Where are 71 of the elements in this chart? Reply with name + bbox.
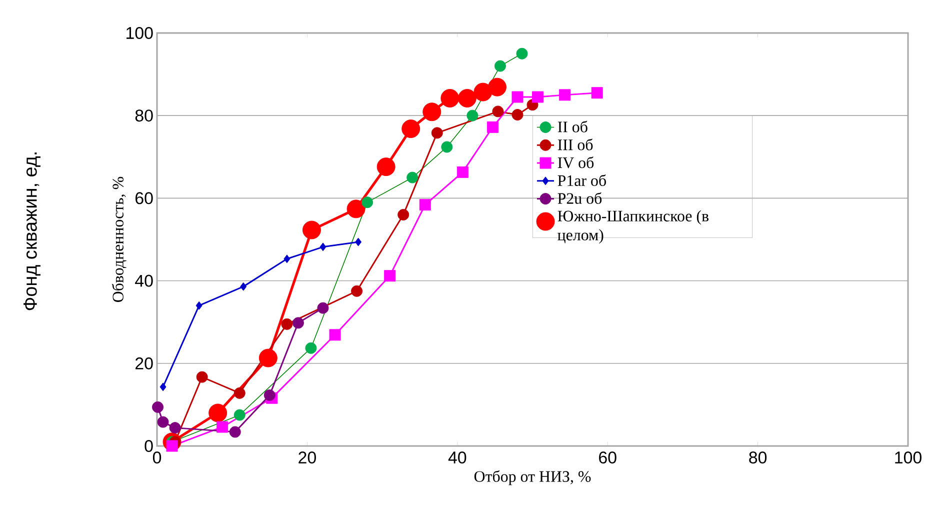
point [512,109,524,121]
point [398,208,410,220]
point [317,302,329,314]
point [196,301,202,310]
point [440,88,460,108]
legend-label: Южно-Шапкинское (в целом) [558,210,709,244]
point [419,199,431,211]
x-axis-title: Отбор от НИЗ, % [474,470,591,486]
point [422,102,442,122]
point [512,91,524,103]
y-tick-label: 100 [126,26,153,39]
point [258,348,278,368]
point [376,158,396,176]
point [488,78,506,96]
point [351,285,363,297]
y-tick-label: 40 [135,274,153,287]
x-tick-label: 20 [298,452,316,464]
point [406,172,418,184]
point [240,282,247,291]
point [196,371,208,383]
point [284,254,290,264]
point [346,200,366,218]
point [384,270,396,282]
y-tick-label: 80 [135,110,153,122]
point [431,127,443,139]
point [234,387,246,399]
point [320,242,326,252]
y-axis-title: Обводненность, % [112,176,126,302]
x-tick-label: 40 [448,452,466,464]
point [492,106,504,118]
point [532,91,544,103]
point [264,389,276,401]
point [157,416,169,428]
point [329,329,341,341]
point [494,60,506,72]
point [591,87,603,99]
point [292,317,304,329]
x-tick-label: 60 [599,452,616,464]
point [402,120,420,138]
point [466,110,478,122]
point [486,121,498,133]
point [160,382,166,392]
point [355,238,362,246]
point [559,89,571,101]
point [474,82,492,102]
point [458,88,476,108]
y-tick-label: 0 [144,440,153,452]
point [362,196,374,208]
point [169,422,181,434]
x-tick-label: 80 [749,452,767,464]
y-tick-label: 20 [136,357,153,370]
text: Фонд скважин, ед. [24,152,40,310]
point [216,421,228,433]
legend-label: P1ar об [558,174,606,186]
x-tick-label: 0 [152,452,162,464]
point [516,48,528,60]
point [152,401,164,413]
legend-label: III об [558,138,593,150]
legend-label: II об [558,120,588,132]
legend-label: IV об [558,156,594,168]
point [441,141,453,153]
y-tick-label: 60 [136,192,153,204]
legend-label: P2u об [558,192,602,204]
point [229,426,241,438]
point [208,404,228,422]
point [281,318,293,330]
point [456,166,468,178]
point [234,409,246,421]
point [305,342,317,354]
point [302,220,321,240]
x-tick-label: 100 [895,452,922,464]
